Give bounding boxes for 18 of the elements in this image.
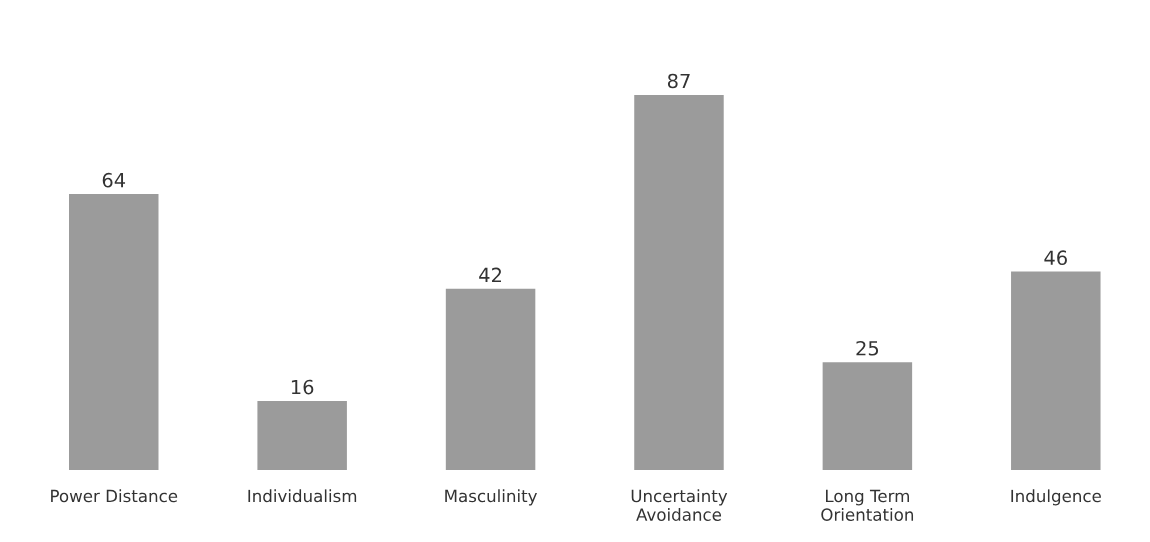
x-tick-label: Masculinity <box>445 489 537 506</box>
x-tick-label: Individualism <box>248 489 357 503</box>
x-tick-label: Long Term Orientation <box>821 489 914 521</box>
x-tick-label: Indulgence <box>1011 489 1101 506</box>
bar <box>1011 271 1101 470</box>
data-label: 46 <box>1044 250 1067 266</box>
bar <box>445 288 536 470</box>
x-tick-label: Power Distance <box>51 489 178 503</box>
bar <box>634 94 724 470</box>
data-label: 42 <box>479 267 501 283</box>
data-label: 16 <box>291 379 314 395</box>
data-label: 87 <box>667 73 690 89</box>
data-label: 25 <box>856 340 879 356</box>
bar <box>69 194 159 470</box>
bar <box>822 362 913 470</box>
x-tick-label: Uncertainty Avoidance <box>631 489 728 521</box>
data-label: 64 <box>102 172 126 188</box>
bar <box>257 400 347 470</box>
